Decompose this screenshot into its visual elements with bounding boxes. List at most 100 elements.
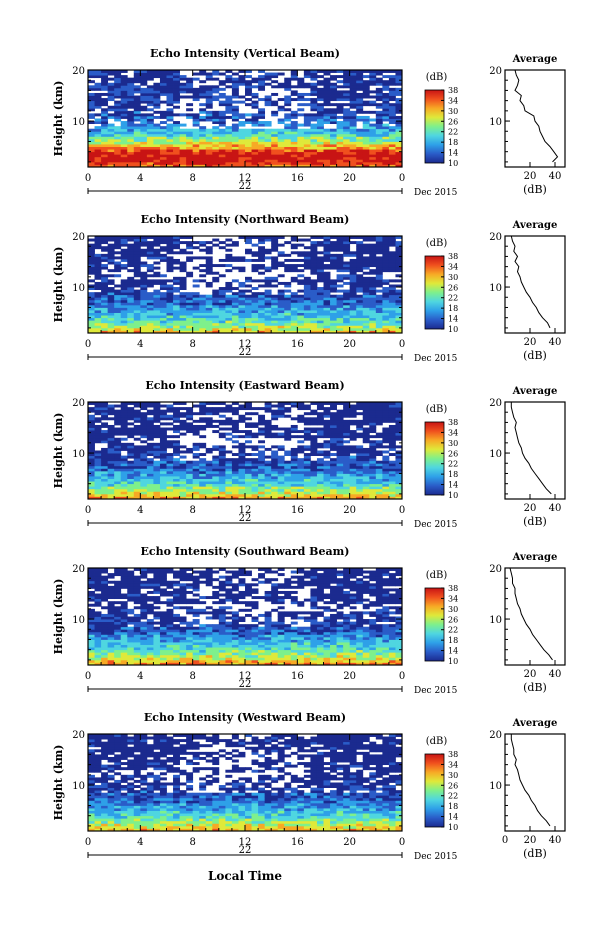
heatmap-cell [284, 131, 292, 135]
heatmap-cell [140, 90, 148, 94]
panel-2: Echo Intensity (Northward Beam)1020Heigh… [52, 213, 566, 364]
heatmap-cell [284, 463, 292, 467]
heatmap-cell [127, 98, 135, 102]
heatmap-cell [231, 82, 239, 86]
heatmap-cell [153, 496, 161, 500]
heatmap-cell [375, 409, 383, 413]
heatmap-cell [199, 128, 207, 132]
heatmap-cell [127, 279, 135, 283]
heatmap-cell [251, 453, 259, 456]
heatmap-cell [388, 493, 396, 497]
heatmap-cell [362, 256, 370, 260]
heatmap-cell [349, 87, 357, 91]
heatmap-cell [114, 486, 122, 490]
heatmap-cell [140, 652, 148, 656]
heatmap-cell [127, 478, 135, 482]
heatmap-cell [245, 98, 252, 102]
heatmap-cell [140, 121, 148, 124]
heatmap-cell [264, 144, 272, 147]
heatmap-cell [133, 274, 141, 278]
heatmap-cell [388, 409, 396, 413]
heatmap-cell [140, 432, 148, 436]
heatmap-cell [284, 108, 292, 112]
heatmap-cell [343, 302, 351, 306]
heatmap-cell [271, 662, 279, 666]
heatmap-cell [133, 138, 141, 142]
heatmap-cell [297, 496, 305, 500]
heatmap-cell [264, 256, 272, 260]
heatmap-cell [395, 236, 403, 239]
heatmap-cell [107, 292, 115, 296]
heatmap-cell [238, 77, 246, 81]
heatmap-cell [159, 315, 167, 319]
heatmap-cell [205, 92, 213, 96]
heatmap-cell [120, 258, 128, 262]
heatmap-cell [238, 284, 246, 288]
heatmap-cell [264, 128, 272, 132]
heatmap-cell [88, 95, 95, 99]
heatmap-cell [179, 322, 187, 326]
heatmap-cell [349, 133, 357, 137]
heatmap-cell [140, 460, 148, 464]
heatmap-cell [343, 307, 351, 311]
heatmap-cell [231, 110, 239, 114]
heatmap-cell [120, 108, 128, 112]
heatmap-cell [323, 430, 331, 434]
heatmap-cell [310, 251, 318, 255]
heatmap-cell [303, 330, 311, 334]
heatmap-cell [212, 299, 220, 303]
heatmap-cell [303, 304, 311, 308]
heatmap-cell [271, 264, 279, 268]
heatmap-cell [336, 98, 344, 102]
heatmap-cell [336, 108, 344, 112]
heatmap-cell [205, 322, 213, 326]
heatmap-cell [173, 440, 180, 444]
heatmap-cell [264, 496, 272, 500]
heatmap-cell [205, 281, 213, 285]
heatmap-cell [231, 266, 239, 270]
heatmap-cell [94, 419, 102, 423]
heatmap-cell [323, 496, 331, 500]
heatmap-cell [284, 402, 292, 405]
heatmap-cell [238, 455, 246, 459]
heatmap-cell [231, 486, 239, 490]
heatmap-cell [271, 465, 279, 469]
heatmap-cell [323, 409, 331, 413]
heatmap-cell [271, 654, 279, 658]
heatmap-cell [310, 248, 318, 252]
heatmap-cell [356, 317, 364, 321]
heatmap-cell [277, 294, 285, 298]
heatmap-cell [349, 481, 357, 485]
heatmap-cell [238, 417, 246, 421]
heatmap-cell [101, 409, 109, 413]
heatmap-cell [166, 657, 174, 661]
heatmap-cell [146, 478, 154, 482]
heatmap-cell [114, 302, 122, 306]
heatmap-cell [395, 108, 403, 112]
heatmap-cell [277, 481, 285, 485]
heatmap-cell [173, 327, 180, 331]
heatmap-cell [382, 473, 390, 477]
heatmap-cell [231, 159, 239, 163]
heatmap-cell [186, 251, 194, 255]
heatmap-cell [356, 419, 364, 423]
heatmap-cell [303, 146, 311, 150]
heatmap-cell [303, 657, 311, 661]
heatmap-cell [179, 315, 187, 319]
heatmap-cell [159, 281, 167, 285]
heatmap-cell [323, 312, 331, 316]
heatmap-cell [336, 279, 344, 283]
heatmap-cell [186, 161, 194, 165]
heatmap-cell [133, 419, 141, 423]
heatmap-cell [356, 131, 364, 135]
heatmap-cell [336, 241, 344, 245]
heatmap-cell [114, 496, 122, 500]
heatmap-cell [375, 294, 383, 298]
heatmap-cell [330, 327, 337, 331]
heatmap-cell [101, 458, 109, 462]
heatmap-cell [388, 453, 396, 456]
heatmap-cell [395, 98, 403, 102]
heatmap-cell [343, 236, 351, 239]
heatmap-cell [264, 136, 272, 140]
heatmap-cell [343, 404, 351, 408]
